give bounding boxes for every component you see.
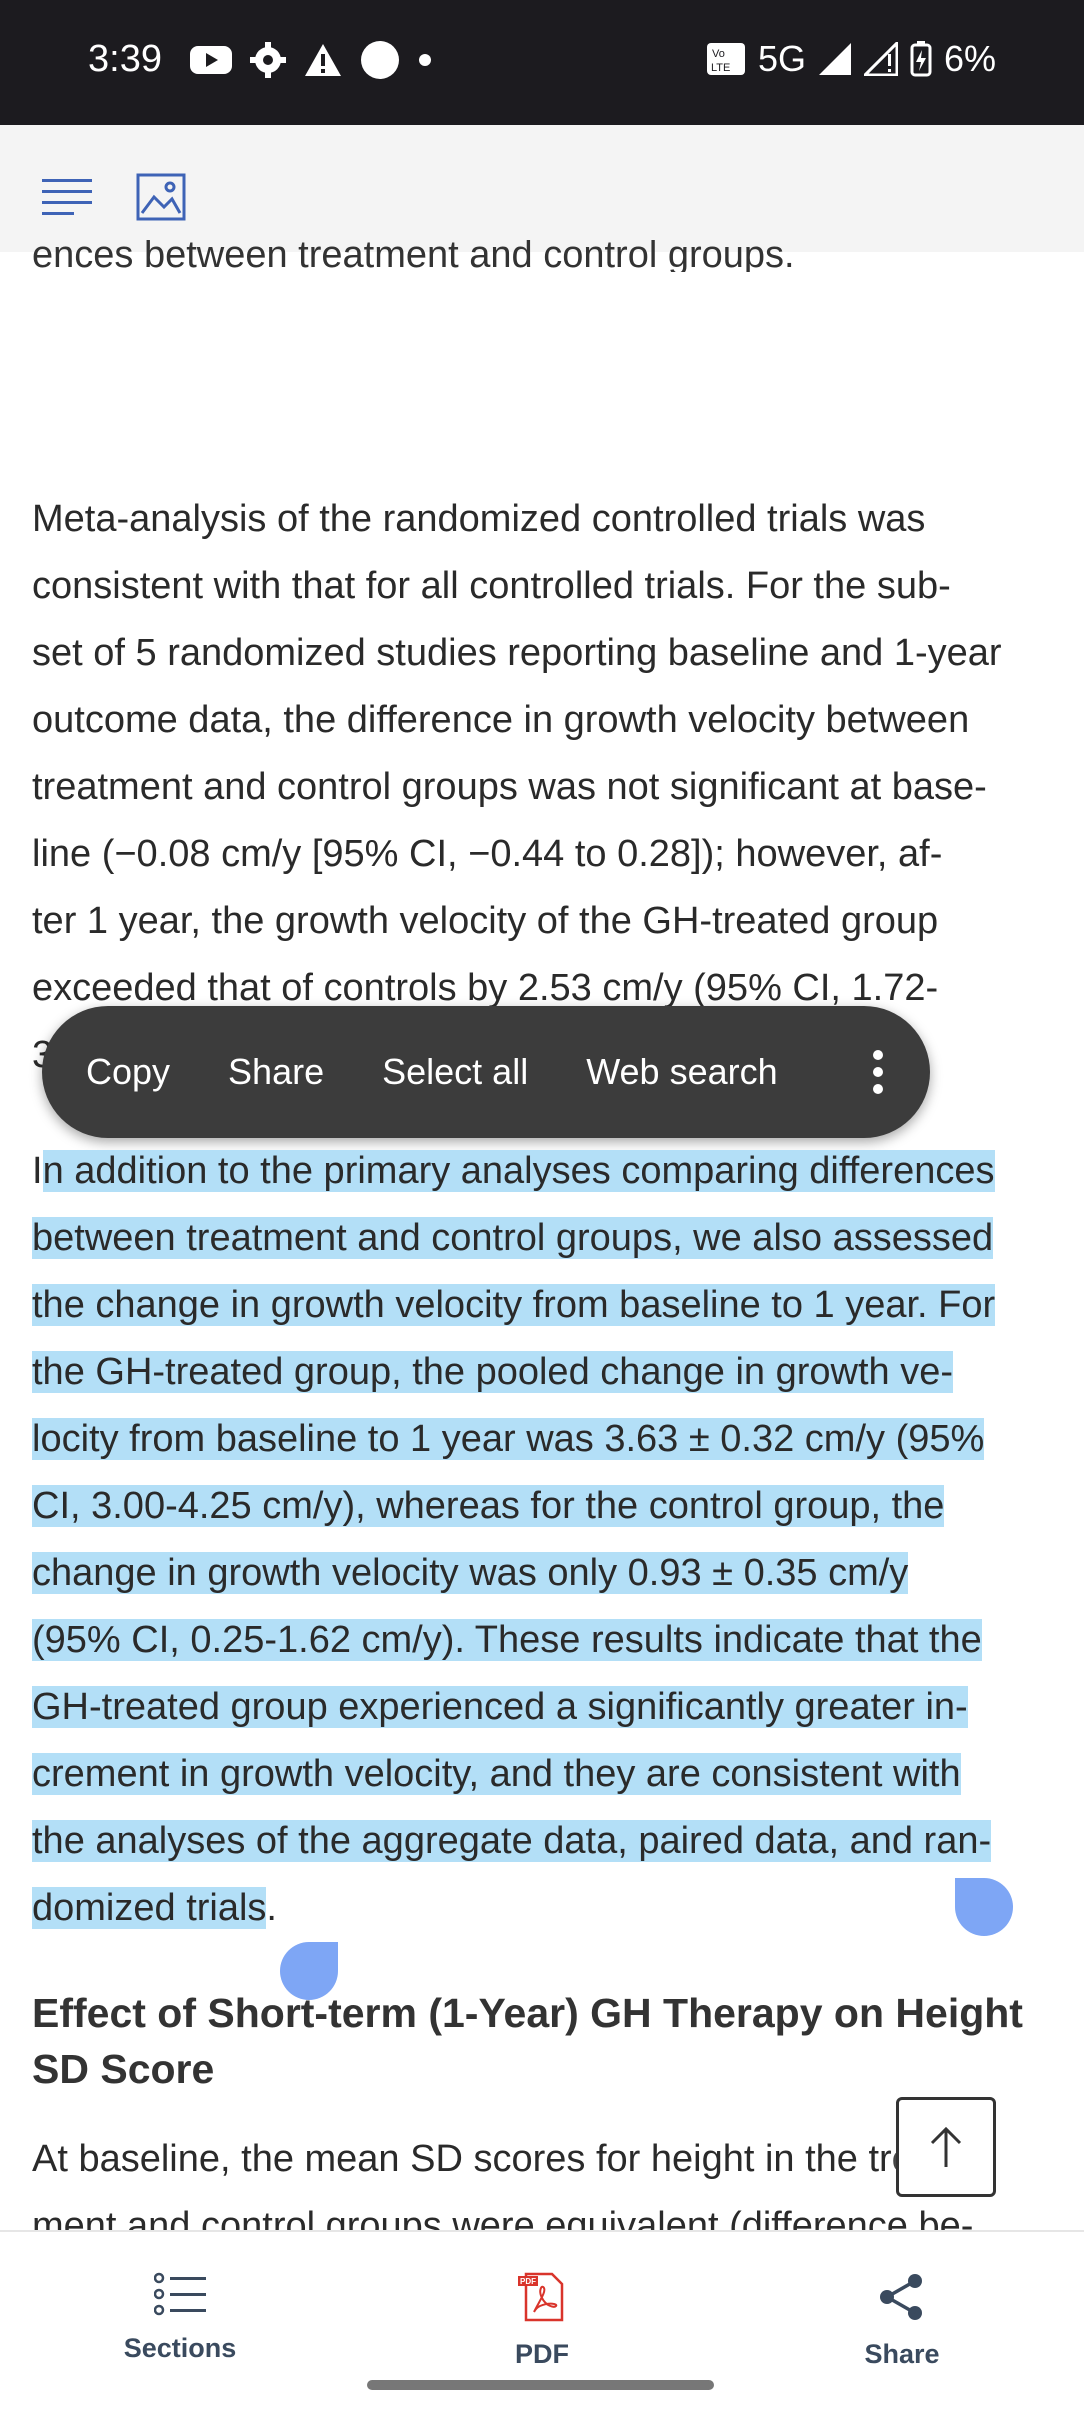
selected-text: crement in growth velocity, and they are… (32, 1753, 961, 1795)
pdf-icon: PDF (518, 2272, 564, 2322)
text-line: CI, 3.00-4.25 cm/y), whereas for the con… (32, 1473, 1052, 1540)
status-time: 3:39 (88, 38, 162, 80)
text-line: the GH-treated group, the pooled change … (32, 1339, 1052, 1406)
unselected-text: . (266, 1887, 277, 1929)
share-icon (880, 2274, 922, 2320)
selected-text: the GH-treated group, the pooled change … (32, 1351, 954, 1393)
selected-text: change in growth velocity was only 0.93 … (32, 1552, 909, 1594)
selected-text: the analyses of the aggregate data, pair… (32, 1820, 992, 1862)
text-line: ment and control groups were equivalent … (32, 2205, 974, 2230)
svg-text:Vo: Vo (712, 48, 725, 60)
text-line: outcome data, the difference in growth v… (32, 699, 970, 741)
text-line: At baseline, the mean SD scores for heig… (32, 2138, 958, 2180)
paragraph-baseline: At baseline, the mean SD scores for heig… (32, 2126, 1052, 2230)
selected-text: n addition to the primary analyses compa… (42, 1150, 995, 1192)
paragraph-meta-analysis: Meta-analysis of the randomized controll… (32, 486, 1052, 1089)
nav-pdf-label: PDF (515, 2339, 569, 2369)
section-heading: Effect of Short-term (1-Year) GH Therapy… (32, 1990, 1023, 2092)
notification-icons (190, 40, 432, 80)
status-bar: 3:39 Vo LTE 5G 6% (0, 0, 1084, 125)
selected-text: the change in growth velocity from basel… (32, 1284, 996, 1326)
text-line: locity from baseline to 1 year was 3.63 … (32, 1406, 1052, 1473)
youtube-icon (190, 46, 232, 74)
text-line: GH-treated group experienced a significa… (32, 1674, 1052, 1741)
text-line: the change in growth velocity from basel… (32, 1272, 1052, 1339)
circle-icon (361, 41, 399, 79)
copy-button[interactable]: Copy (86, 1051, 171, 1092)
signal-icon (818, 43, 851, 75)
gear-icon (250, 42, 286, 78)
text-line: Meta-analysis of the randomized controll… (32, 498, 926, 540)
text-line: the analyses of the aggregate data, pair… (32, 1808, 1052, 1875)
battery-icon (910, 41, 932, 77)
select-all-button[interactable]: Select all (382, 1051, 529, 1092)
selected-text: locity from baseline to 1 year was 3.63 … (32, 1418, 985, 1460)
share-button[interactable]: Share (228, 1051, 325, 1092)
selected-text: GH-treated group experienced a significa… (32, 1686, 968, 1728)
menu-lines-icon[interactable] (42, 177, 92, 217)
unselected-text: I (32, 1150, 43, 1192)
text-line: domized trials. (32, 1875, 1052, 1942)
app-toolbar (0, 125, 1084, 252)
web-search-button[interactable]: Web search (586, 1051, 778, 1092)
list-icon (153, 2272, 206, 2316)
selection-start-handle[interactable] (280, 1942, 338, 2000)
gesture-navigation-bar[interactable] (367, 2380, 714, 2390)
text-line: treatment and control groups was not sig… (32, 766, 987, 808)
image-icon[interactable] (136, 173, 186, 221)
text-line: exceeded that of controls by 2.53 cm/y (… (32, 967, 939, 1009)
svg-text:PDF: PDF (520, 2277, 536, 2286)
text-line: set of 5 randomized studies reporting ba… (32, 632, 1002, 674)
nav-sections[interactable]: Sections (80, 2272, 280, 2364)
clipped-text-line: ences between treatment and control grou… (32, 240, 795, 272)
text-line: between treatment and control groups, we… (32, 1205, 1052, 1272)
text-line: line (−0.08 cm/y [95% CI, −0.44 to 0.28]… (32, 833, 943, 875)
warning-icon (305, 44, 341, 76)
text-line: change in growth velocity was only 0.93 … (32, 1540, 1052, 1607)
volte-icon: Vo LTE (706, 43, 745, 75)
signal-no-service-icon (863, 42, 898, 76)
selected-text: domized trials (32, 1887, 267, 1929)
system-icons: Vo LTE 5G 6% (706, 38, 996, 80)
selected-text: between treatment and control groups, we… (32, 1217, 994, 1259)
text-line: consistent with that for all controlled … (32, 565, 951, 607)
battery-percent: 6% (943, 38, 996, 79)
text-line: (95% CI, 0.25-1.62 cm/y). These results … (32, 1607, 1052, 1674)
nav-share[interactable]: Share (802, 2272, 1002, 2370)
nav-pdf[interactable]: PDF PDF (442, 2272, 642, 2370)
more-vertical-icon[interactable] (872, 1049, 884, 1095)
network-type: 5G (757, 38, 806, 79)
selected-text: (95% CI, 0.25-1.62 cm/y). These results … (32, 1619, 982, 1661)
text-selection-menu: Copy Share Select all Web search (42, 1006, 930, 1138)
text-line: crement in growth velocity, and they are… (32, 1741, 1052, 1808)
selection-end-handle[interactable] (955, 1878, 1013, 1936)
nav-share-label: Share (864, 2339, 940, 2369)
arrow-up-icon (930, 2126, 962, 2167)
nav-sections-label: Sections (123, 2333, 237, 2363)
paragraph-selected[interactable]: In addition to the primary analyses comp… (32, 1138, 1052, 1942)
dot-icon (419, 54, 431, 66)
svg-text:LTE: LTE (711, 62, 730, 74)
scroll-to-top-button[interactable] (896, 2097, 996, 2197)
text-line: ter 1 year, the growth velocity of the G… (32, 900, 939, 942)
selected-text: CI, 3.00-4.25 cm/y), whereas for the con… (32, 1485, 945, 1527)
text-line: In addition to the primary analyses comp… (32, 1138, 1052, 1205)
